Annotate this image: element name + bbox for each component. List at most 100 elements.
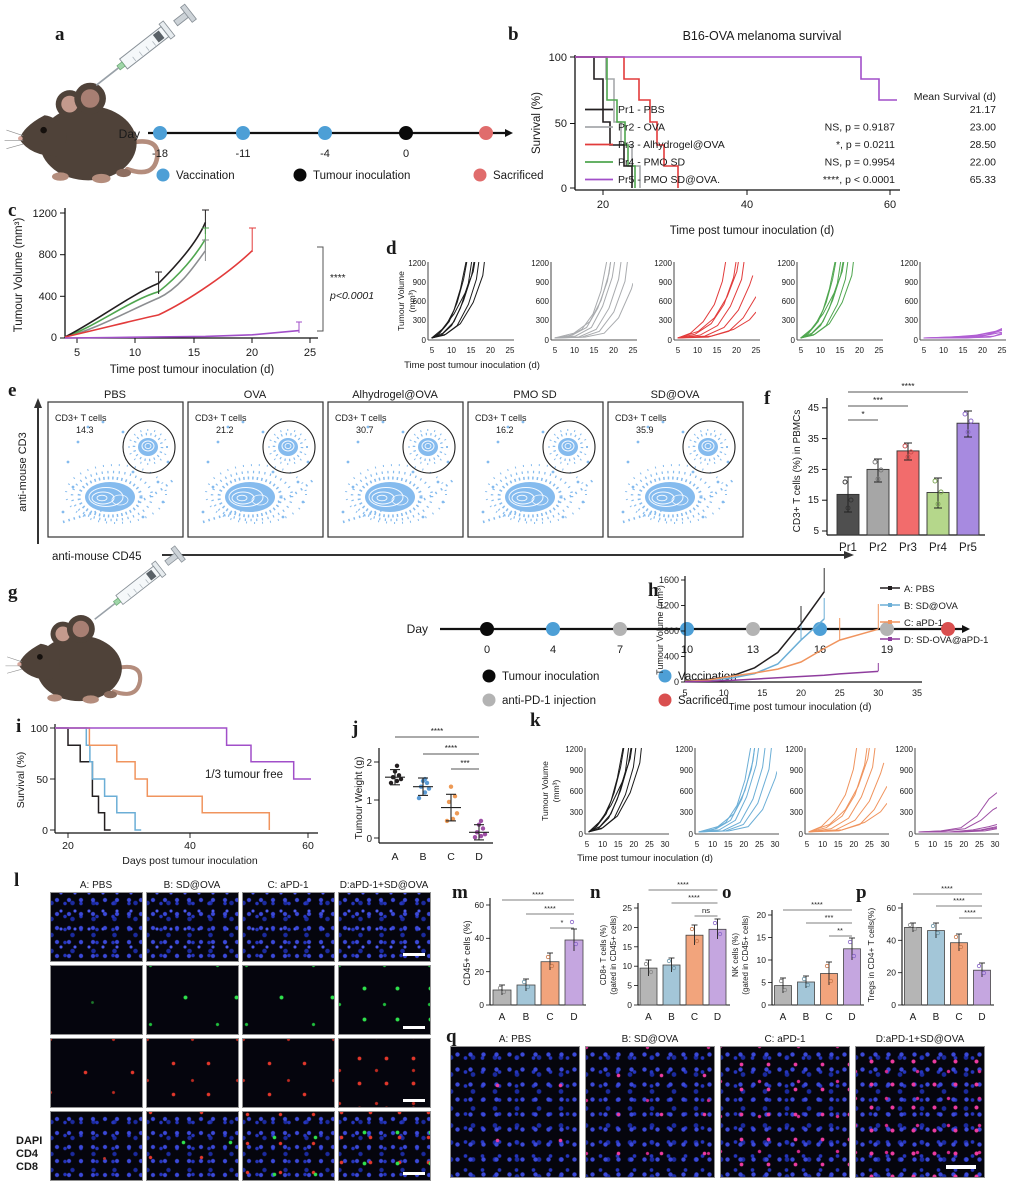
x-tick: 60 bbox=[302, 840, 314, 852]
data-points bbox=[778, 939, 857, 993]
svg-text:CD3+ T cells: CD3+ T cells bbox=[475, 413, 527, 423]
svg-text:20: 20 bbox=[623, 922, 633, 932]
x-tick: 25 bbox=[304, 347, 316, 359]
svg-text:15: 15 bbox=[834, 840, 843, 849]
x-tick: 5 bbox=[74, 347, 80, 359]
svg-text:21.2: 21.2 bbox=[216, 425, 234, 435]
panel-f-cd3-bar-chart: f CD3+ T cells (%) in PBMCs 45 35 25 15 … bbox=[764, 381, 985, 554]
svg-text:600: 600 bbox=[680, 787, 694, 796]
svg-text:25: 25 bbox=[506, 346, 515, 355]
panel-g-label: g bbox=[8, 582, 18, 603]
legend-label: A: PBS bbox=[904, 584, 935, 595]
panel-g-legend: Tumour inoculation Vaccination anti-PD-1… bbox=[482, 669, 737, 707]
significance-lines bbox=[502, 899, 574, 929]
svg-text:CD3+ T cells: CD3+ T cells bbox=[335, 413, 387, 423]
svg-text:5: 5 bbox=[922, 346, 927, 355]
y-axis-label: CD45+ cells (%) bbox=[462, 920, 472, 985]
svg-text:30: 30 bbox=[991, 840, 1000, 849]
svg-text:20: 20 bbox=[629, 840, 638, 849]
svg-text:20: 20 bbox=[849, 840, 858, 849]
svg-text:0: 0 bbox=[579, 830, 584, 839]
mouse-illustration bbox=[5, 615, 140, 704]
svg-text:40: 40 bbox=[887, 935, 897, 945]
svg-text:0: 0 bbox=[674, 677, 679, 687]
svg-text:30.7: 30.7 bbox=[356, 425, 374, 435]
if-image-cd8-pbs bbox=[50, 1038, 143, 1108]
mean-survival-header: Mean Survival (d) bbox=[914, 91, 996, 103]
svg-text:0: 0 bbox=[791, 336, 796, 345]
legend-label: Pr1 - PBS bbox=[618, 104, 665, 116]
y-ticks: 60 40 20 0 bbox=[887, 903, 897, 1010]
panel-q-label: q bbox=[446, 1026, 457, 1047]
legend-label: Pr3 - Alhydrogel@OVA bbox=[618, 139, 725, 151]
panel-l-immunofluorescence: l A: PBS B: SD@OVA C: aPD-1 D:aPD-1+SD@O… bbox=[14, 870, 429, 1173]
svg-text:1200: 1200 bbox=[785, 745, 803, 754]
svg-text:30: 30 bbox=[661, 840, 670, 849]
svg-text:15: 15 bbox=[623, 942, 633, 952]
scale-bar bbox=[946, 1165, 976, 1169]
svg-text:OVA: OVA bbox=[244, 389, 267, 401]
panel-l-label: l bbox=[14, 870, 19, 891]
svg-text:300: 300 bbox=[659, 316, 673, 325]
svg-text:300: 300 bbox=[900, 808, 914, 817]
legend-label: Sacrificed bbox=[678, 695, 729, 707]
error-bars bbox=[155, 209, 302, 333]
panel-d-subplots bbox=[427, 262, 1006, 341]
svg-text:15: 15 bbox=[724, 840, 733, 849]
svg-text:20: 20 bbox=[959, 840, 968, 849]
svg-text:1200: 1200 bbox=[659, 601, 679, 611]
svg-text:D:aPD-1+SD@OVA: D:aPD-1+SD@OVA bbox=[340, 880, 429, 891]
svg-text:15: 15 bbox=[590, 346, 599, 355]
svg-text:CD3+ T cells: CD3+ T cells bbox=[195, 413, 247, 423]
svg-text:300: 300 bbox=[905, 316, 919, 325]
svg-text:10: 10 bbox=[598, 840, 607, 849]
timeline-tick: -18 bbox=[152, 148, 168, 160]
svg-text:5: 5 bbox=[676, 346, 681, 355]
data-points bbox=[907, 922, 987, 976]
panel-d-label: d bbox=[386, 238, 397, 259]
significance-stars: * bbox=[561, 918, 564, 927]
svg-text:B: B bbox=[419, 851, 426, 863]
svg-text:25: 25 bbox=[835, 688, 845, 698]
svg-text:0: 0 bbox=[545, 336, 550, 345]
y-tick: 0 bbox=[366, 834, 372, 845]
svg-text:B: SD@OVA: B: SD@OVA bbox=[622, 1034, 679, 1045]
data-points bbox=[497, 919, 579, 995]
x-tick: 40 bbox=[184, 840, 196, 852]
svg-text:20: 20 bbox=[486, 346, 495, 355]
data-points bbox=[842, 411, 974, 511]
panel-b-survival-chart: b B16-OVA melanoma survival 100 50 0 Sur… bbox=[508, 24, 996, 237]
svg-text:C: C bbox=[825, 1012, 832, 1023]
y-tick: 50 bbox=[555, 118, 567, 130]
svg-text:10: 10 bbox=[757, 955, 767, 965]
svg-text:1200: 1200 bbox=[654, 259, 672, 268]
timeline-tick: -4 bbox=[320, 148, 330, 160]
scale-bar bbox=[403, 1172, 425, 1175]
mean-error-lines bbox=[385, 769, 489, 841]
svg-text:40: 40 bbox=[475, 933, 485, 943]
timeline-arrow-icon bbox=[962, 625, 970, 633]
if-image-merge-sdova bbox=[146, 1111, 239, 1181]
legend-label: Pr5 - PMO SD@OVA. bbox=[618, 174, 720, 186]
x-tick: 20 bbox=[62, 840, 74, 852]
flow-y-axis-label: anti-mouse CD3 bbox=[17, 432, 29, 511]
y-tick: 800 bbox=[39, 249, 57, 261]
svg-text:1200: 1200 bbox=[895, 745, 913, 754]
legend-label: Tumour inoculation bbox=[502, 671, 599, 683]
if-image-cd4-pbs bbox=[50, 965, 143, 1035]
svg-text:0: 0 bbox=[627, 1000, 632, 1010]
significance-stars: *** bbox=[873, 395, 884, 405]
svg-text:5: 5 bbox=[805, 840, 810, 849]
significance-lines bbox=[648, 889, 718, 917]
svg-text:600: 600 bbox=[790, 787, 804, 796]
svg-text:60: 60 bbox=[887, 903, 897, 913]
panel-o-label: o bbox=[722, 882, 732, 903]
significance-stars: ** bbox=[837, 926, 843, 935]
svg-text:1200: 1200 bbox=[900, 259, 918, 268]
svg-text:25: 25 bbox=[998, 346, 1007, 355]
if-image-cd4-combo bbox=[338, 965, 431, 1035]
significance-stars: *** bbox=[825, 913, 834, 922]
svg-text:15: 15 bbox=[757, 933, 767, 943]
